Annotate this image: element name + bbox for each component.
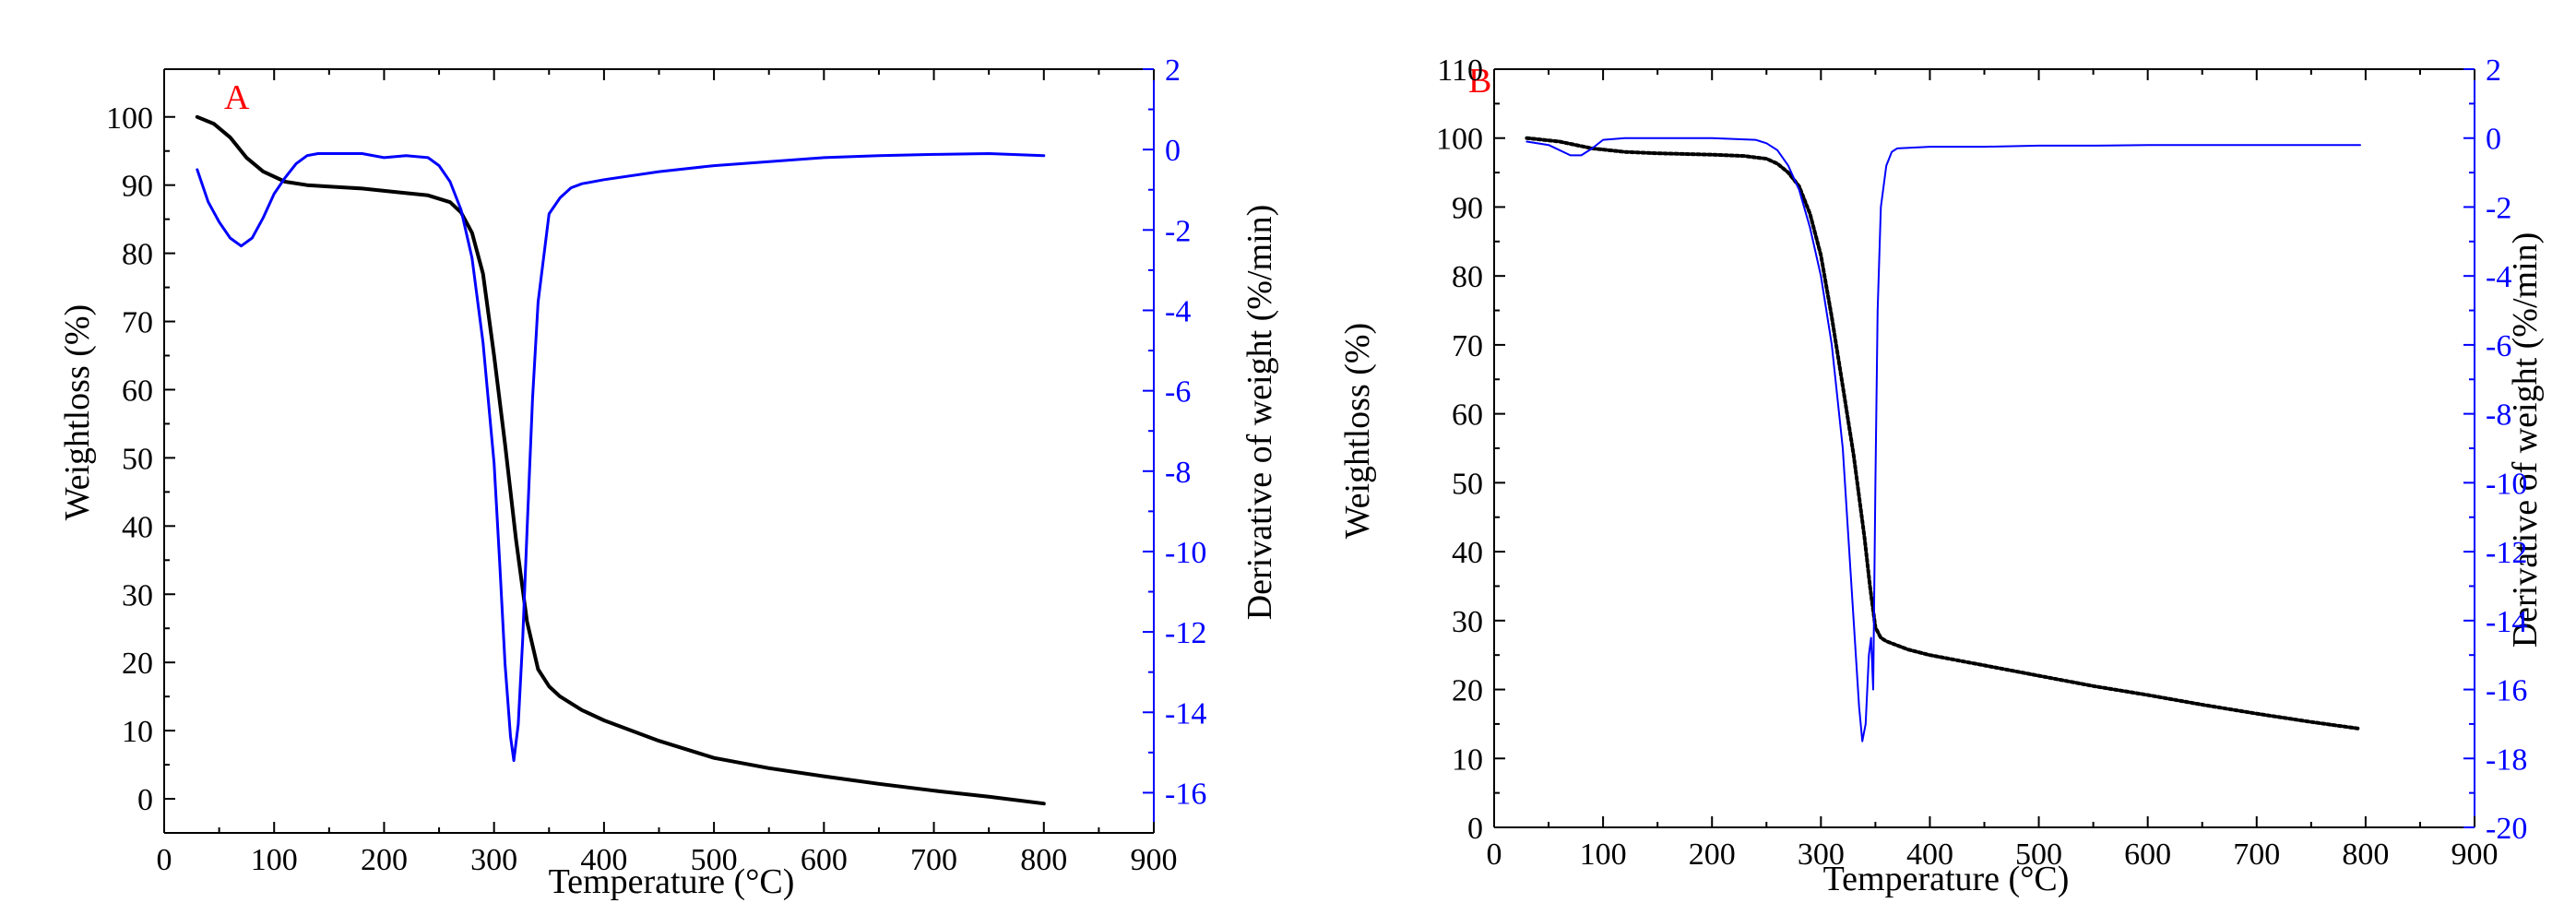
y-tick-label-right-a: -8 bbox=[1165, 456, 1191, 490]
x-tick-label-a: 700 bbox=[910, 843, 957, 877]
y-tick-label-right-a: -14 bbox=[1165, 696, 1206, 731]
y-tick-label-right-b: -20 bbox=[2486, 812, 2527, 846]
x-tick-label-a: 600 bbox=[801, 843, 848, 877]
y-tick-label-left-a: 30 bbox=[122, 578, 153, 612]
plot-area-a bbox=[53, 35, 1205, 847]
y-tick-label-left-b: 90 bbox=[1452, 191, 1483, 225]
x-tick-label-a: 300 bbox=[470, 843, 517, 877]
x-tick-label-b: 900 bbox=[2451, 838, 2499, 872]
y-tick-label-right-b: -6 bbox=[2486, 329, 2511, 363]
y-axis-label-left-b: Weightloss (%) bbox=[1338, 323, 1377, 539]
y-tick-label-right-b: 2 bbox=[2486, 53, 2501, 88]
y-tick-label-left-b: 60 bbox=[1452, 398, 1483, 433]
y-tick-label-right-a: -2 bbox=[1165, 214, 1191, 248]
x-tick-label-a: 400 bbox=[580, 843, 627, 877]
x-tick-label-b: 200 bbox=[1689, 838, 1736, 872]
x-tick-label-a: 900 bbox=[1131, 843, 1178, 877]
y-tick-label-right-b: -14 bbox=[2486, 605, 2527, 639]
y-tick-label-left-b: 80 bbox=[1452, 260, 1483, 294]
derivative-line-b bbox=[1525, 137, 2361, 743]
y-tick-label-right-a: -16 bbox=[1165, 777, 1206, 811]
x-tick-label-b: 0 bbox=[1487, 838, 1502, 872]
x-tick-label-a: 500 bbox=[691, 843, 738, 877]
y-tick-label-left-a: 10 bbox=[122, 715, 153, 749]
x-tick-label-b: 400 bbox=[1906, 838, 1953, 872]
y-tick-label-right-b: -8 bbox=[2486, 398, 2511, 433]
y-tick-label-left-b: 100 bbox=[1436, 123, 1483, 157]
x-tick-label-a: 200 bbox=[361, 843, 408, 877]
y-tick-label-left-b: 10 bbox=[1452, 743, 1483, 777]
y-tick-label-right-a: -4 bbox=[1165, 294, 1191, 328]
y-tick-label-left-b: 30 bbox=[1452, 605, 1483, 639]
y-tick-label-left-a: 80 bbox=[122, 238, 153, 272]
y-tick-label-right-a: 2 bbox=[1165, 53, 1181, 88]
panel-a: A Weightloss (%) Derivative of weight (%… bbox=[53, 35, 1279, 901]
y-tick-label-right-a: -12 bbox=[1165, 616, 1206, 650]
y-tick-label-left-a: 20 bbox=[122, 647, 153, 681]
y-tick-label-right-a: 0 bbox=[1165, 134, 1181, 168]
y-tick-label-left-a: 50 bbox=[122, 442, 153, 476]
x-tick-label-b: 700 bbox=[2233, 838, 2280, 872]
x-tick-label-a: 100 bbox=[251, 843, 298, 877]
x-tick-label-b: 500 bbox=[2015, 838, 2062, 872]
x-tick-label-b: 300 bbox=[1798, 838, 1845, 872]
y-tick-label-right-b: -10 bbox=[2486, 467, 2527, 501]
plot-area-b bbox=[1342, 35, 2571, 847]
y-tick-label-left-b: 40 bbox=[1452, 536, 1483, 570]
y-tick-label-left-b: 50 bbox=[1452, 467, 1483, 501]
x-axis-label-a: Temperature (°C) bbox=[549, 862, 795, 901]
y-axis-label-right-b: Derivative of weight (%/min) bbox=[2506, 232, 2545, 648]
y-tick-label-left-b: 20 bbox=[1452, 674, 1483, 708]
y-tick-label-right-b: -12 bbox=[2486, 536, 2527, 570]
y-tick-label-left-a: 100 bbox=[106, 101, 153, 136]
y-tick-label-right-b: -18 bbox=[2486, 743, 2527, 777]
x-tick-label-a: 800 bbox=[1020, 843, 1067, 877]
y-tick-label-left-b: 110 bbox=[1437, 53, 1483, 88]
y-tick-label-right-b: -16 bbox=[2486, 674, 2527, 708]
y-tick-label-right-a: -6 bbox=[1165, 375, 1191, 410]
y-tick-label-left-a: 60 bbox=[122, 374, 153, 408]
x-tick-label-a: 0 bbox=[157, 843, 172, 877]
weightloss-line-a bbox=[195, 114, 1046, 806]
panel-letter-a: A bbox=[224, 78, 250, 117]
x-axis-label-b: Temperature (°C) bbox=[1823, 860, 2070, 898]
y-tick-label-left-b: 70 bbox=[1452, 329, 1483, 363]
y-tick-label-right-b: 0 bbox=[2486, 123, 2501, 157]
y-tick-label-right-b: -4 bbox=[2486, 260, 2511, 294]
y-axis-label-right-a: Derivative of weight (%/min) bbox=[1241, 205, 1279, 621]
panel-b: B Weightloss (%) Derivative of weight (%… bbox=[1338, 35, 2571, 898]
weightloss-line-b bbox=[1525, 136, 2362, 731]
y-tick-label-right-b: -2 bbox=[2486, 191, 2511, 225]
x-tick-label-b: 600 bbox=[2124, 838, 2171, 872]
derivative-line-a bbox=[196, 152, 1046, 763]
y-tick-label-right-a: -10 bbox=[1165, 536, 1206, 570]
y-tick-label-left-b: 0 bbox=[1467, 812, 1483, 846]
x-tick-label-b: 800 bbox=[2342, 838, 2389, 872]
x-tick-label-b: 100 bbox=[1580, 838, 1627, 872]
y-tick-label-left-a: 70 bbox=[122, 306, 153, 340]
panel-letter-b: B bbox=[1468, 62, 1491, 101]
y-tick-label-left-a: 40 bbox=[122, 510, 153, 544]
y-tick-label-left-a: 90 bbox=[122, 170, 153, 204]
y-tick-label-left-a: 0 bbox=[137, 783, 153, 817]
y-axis-label-left-a: Weightloss (%) bbox=[58, 304, 97, 520]
